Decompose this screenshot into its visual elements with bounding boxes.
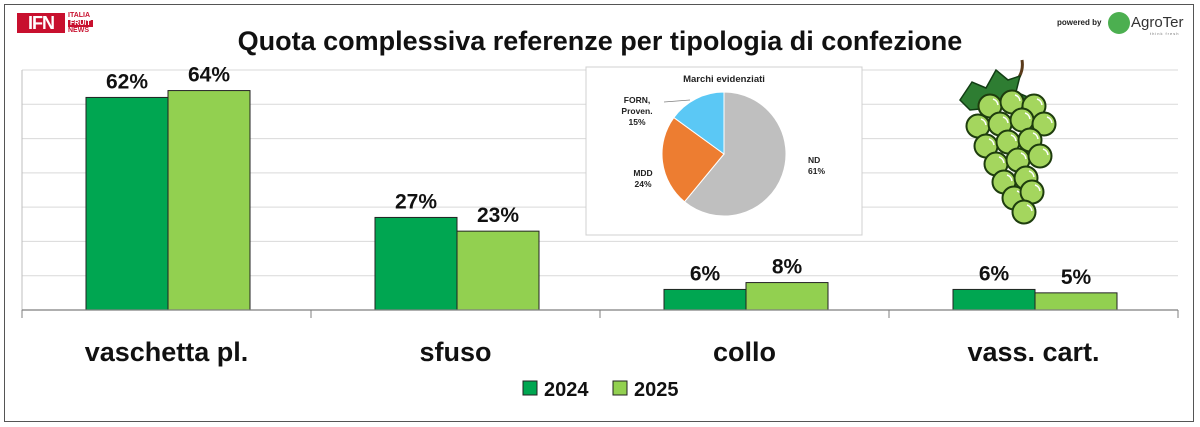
agroter-tagline: think fresh [1150,31,1180,36]
chart-title: Quota complessiva referenze per tipologi… [238,26,963,56]
category-label: collo [713,337,776,367]
bar-2025 [745,282,829,311]
bar-value-label: 6% [979,262,1010,285]
agroter-logo-icon [1108,12,1130,34]
pie-label-line: ND [808,155,820,165]
bar-value-label: 5% [1061,266,1092,289]
pie-leader-line [663,99,691,103]
bar-2025 [1034,292,1118,311]
bar-value-label: 6% [690,262,721,285]
grape-bunch-icon [959,59,1057,225]
bar-value-label: 64% [188,64,230,87]
legend-swatch-2024 [522,380,538,396]
bar-value-label: 62% [106,70,148,93]
bar-value-label: 8% [772,256,803,279]
pie-label-line: MDD [633,168,652,178]
category-label: sfuso [419,337,491,367]
legend-label: 2025 [634,379,679,401]
bar-2024 [85,96,169,311]
ifn-logo-subtitle: ITALIA FRUIT NEWS [68,12,93,34]
bar-2025 [456,230,540,311]
ifn-logo: IFN [17,13,65,33]
pie-slice-label: MDD 24% [633,168,652,189]
pie-label-line: 15% [628,117,645,127]
pie-slice [683,91,787,217]
bar-2025 [167,90,251,311]
bar-2024 [952,288,1036,311]
agroter-name: AgroTer [1131,14,1184,31]
category-label: vaschetta pl. [85,337,249,367]
legend-label: 2024 [544,379,589,401]
pie-slice [673,91,725,155]
pie-label-line: Proven. [621,106,652,116]
pie-slice-label: FORN, Proven. 15% [621,95,652,127]
pie-label-line: 61% [808,166,825,176]
pie-slice-label: ND 61% [808,155,825,176]
bar-2024 [663,288,747,311]
pie-slice [661,116,725,203]
bar-value-label: 27% [395,190,437,213]
powered-by-label: powered by [1057,18,1102,27]
pie-label-line: 24% [634,179,651,189]
legend-swatch-2025 [612,380,628,396]
bar-value-label: 23% [477,204,519,227]
pie-title: Marchi evidenziati [683,74,765,85]
bar-2024 [374,216,458,311]
pie-label-line: FORN, [624,95,650,105]
category-label: vass. cart. [967,337,1099,367]
